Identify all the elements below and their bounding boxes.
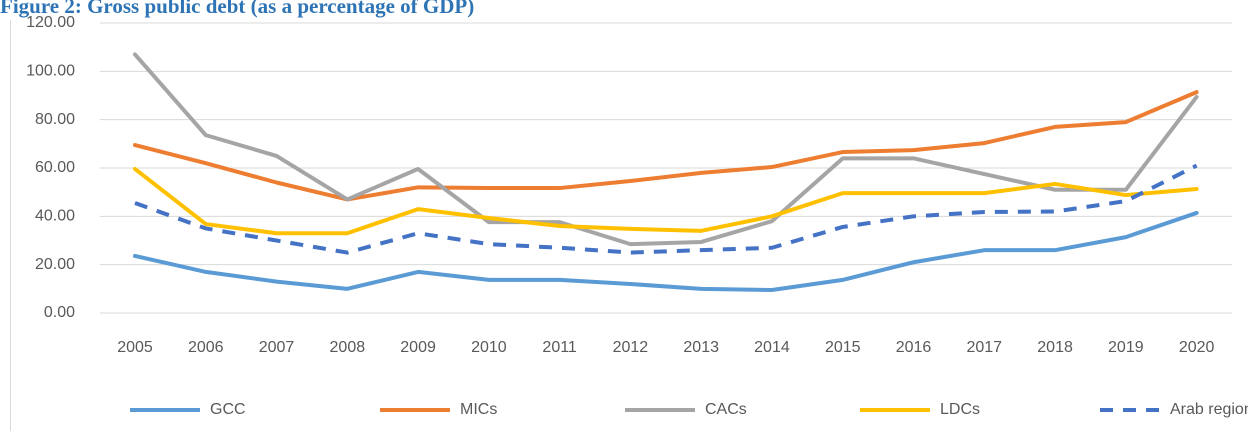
series-line: [134, 163, 1198, 255]
legend-label: CACs: [705, 401, 747, 418]
x-tick-label: 2017: [966, 339, 1002, 356]
y-tick-label: 40.00: [35, 208, 75, 225]
x-tick-label: 2014: [754, 339, 790, 356]
y-tick-label: 20.00: [35, 256, 75, 273]
x-tick-label: 2019: [1108, 339, 1144, 356]
x-tick-label: 2008: [330, 339, 366, 356]
x-tick-label: 2005: [117, 339, 153, 356]
x-tick-label: 2020: [1179, 339, 1215, 356]
series-line: [132, 90, 1199, 202]
y-tick-label: 0.00: [44, 304, 75, 321]
x-tick-label: 2007: [259, 339, 295, 356]
legend-label: MICs: [460, 401, 497, 418]
legend-label: GCC: [210, 401, 246, 418]
x-tick-label: 2009: [400, 339, 436, 356]
y-tick-label: 100.00: [26, 63, 75, 80]
legend-label: Arab region: [1170, 401, 1248, 418]
x-tick-label: 2011: [542, 339, 577, 356]
x-tick-label: 2012: [613, 339, 649, 356]
x-tick-label: 2018: [1037, 339, 1073, 356]
x-tick-label: 2016: [896, 339, 932, 356]
series-line: [132, 52, 1199, 247]
x-tick-label: 2015: [825, 339, 861, 356]
y-tick-label: 60.00: [35, 159, 75, 176]
legend-label: LDCs: [940, 401, 980, 418]
x-tick-label: 2010: [471, 339, 507, 356]
y-tick-label: 120.00: [26, 14, 75, 31]
chart-title: Figure 2: Gross public debt (as a percen…: [0, 0, 474, 18]
series-line: [132, 166, 1199, 236]
series-line: [132, 210, 1199, 293]
y-tick-label: 80.00: [35, 111, 75, 128]
x-tick-label: 2013: [683, 339, 719, 356]
x-tick-label: 2006: [188, 339, 224, 356]
